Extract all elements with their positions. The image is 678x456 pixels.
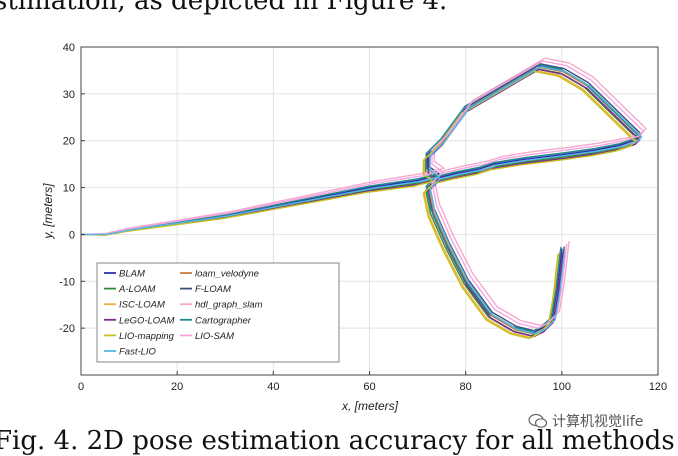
series-line-hdl-graph-slam — [80, 57, 647, 327]
watermark-text: 计算机视觉life — [552, 414, 644, 430]
y-tick-label: -20 — [59, 323, 75, 335]
legend-label-loam-velodyne: loam_velodyne — [195, 269, 259, 280]
series-line-lio-sam — [80, 60, 645, 329]
y-tick-label: 10 — [63, 183, 75, 195]
legend-label-blam: BLAM — [119, 269, 145, 280]
x-tick-label: 40 — [267, 381, 279, 393]
x-tick-label: 120 — [649, 381, 667, 393]
legend-label-hdl-graph-slam: hdl_graph_slam — [195, 300, 263, 311]
legend-label-cartographer: Cartographer — [195, 315, 252, 326]
y-tick-label: 30 — [63, 89, 75, 101]
document-top-text: stimation, as depicted in Figure 4. — [0, 0, 448, 16]
series-line-lio-mapping — [80, 70, 636, 340]
series-line-cartographer — [80, 63, 639, 333]
x-axis-title: x, [meters] — [341, 399, 399, 413]
y-tick-label: 0 — [69, 229, 75, 241]
legend-label-isc-loam: ISC-LOAM — [119, 300, 165, 311]
legend-label-lio-mapping: LIO-mapping — [119, 331, 175, 342]
x-tick-label: 80 — [460, 381, 472, 393]
y-tick-label: 40 — [63, 42, 75, 54]
y-tick-label: -10 — [59, 276, 75, 288]
legend-label-lio-sam: LIO-SAM — [195, 331, 234, 342]
x-tick-label: 100 — [553, 381, 571, 393]
legend-label-a-loam: A-LOAM — [118, 284, 156, 295]
y-axis-title: y, [meters] — [41, 183, 55, 240]
wechat-icon — [528, 413, 548, 428]
x-tick-label: 0 — [78, 381, 84, 393]
legend: BLAM loam_velodyne A-LOAM F-LOAM ISC-LOAM hdl… — [96, 262, 340, 363]
legend-label-lego-loam: LeGO-LOAM — [119, 315, 175, 326]
series-lines — [80, 57, 647, 340]
legend-box — [96, 262, 340, 363]
legend-label-fast-lio: Fast-LIO — [119, 347, 157, 358]
x-tick-label: 60 — [363, 381, 375, 393]
series-line-fast-lio — [80, 65, 643, 335]
y-tick-label: 20 — [63, 136, 75, 148]
series-line-a-loam — [80, 67, 639, 337]
legend-label-f-loam: F-LOAM — [195, 284, 231, 295]
watermark: 计算机视觉life — [528, 411, 643, 431]
series-line-lego-loam — [80, 68, 641, 338]
x-tick-label: 20 — [171, 381, 183, 393]
